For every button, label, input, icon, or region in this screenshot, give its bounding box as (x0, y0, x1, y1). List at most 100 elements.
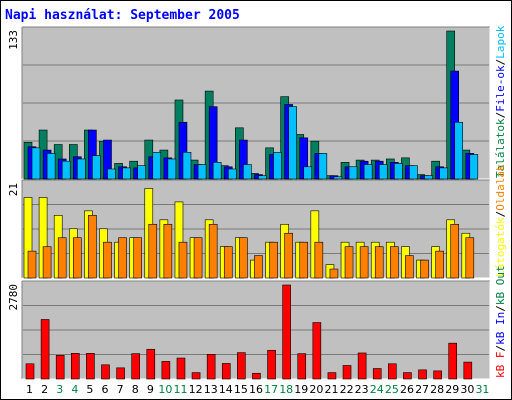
x-tick-label-14: 14 (219, 383, 233, 396)
bar-top-2-day-12 (197, 164, 207, 180)
legend-part: / (494, 305, 507, 312)
x-tick-label-19: 19 (294, 383, 308, 396)
x-tick-label-10: 10 (158, 383, 172, 396)
bar-bottom-0-day-9 (146, 348, 156, 380)
x-tick-label-30: 30 (460, 383, 474, 396)
bar-middle-1-day-4 (72, 237, 82, 279)
y-max-label-bottom: 2780 (7, 284, 20, 311)
bar-bottom-0-day-30 (463, 361, 473, 380)
bar-middle-1-day-30 (465, 237, 475, 279)
x-tick-label-29: 29 (445, 383, 459, 396)
x-tick-label-11: 11 (174, 383, 188, 396)
bar-bottom-0-day-17 (267, 349, 276, 380)
bar-middle-1-day-17 (269, 241, 278, 279)
bar-middle-1-day-3 (57, 237, 67, 279)
x-tick-label-16: 16 (249, 383, 263, 396)
legend-part: kB In (494, 312, 507, 345)
x-tick-label-17: 17 (264, 383, 278, 396)
bar-top-2-day-18 (288, 106, 297, 180)
bar-middle-1-day-18 (284, 232, 293, 279)
bar-top-2-day-6 (107, 168, 116, 180)
x-tick-label-9: 9 (147, 383, 154, 396)
bar-middle-1-day-7 (118, 237, 127, 279)
bar-top-2-day-3 (61, 160, 71, 180)
x-tick-label-20: 20 (309, 383, 323, 396)
bar-bottom-0-day-23 (357, 352, 367, 380)
bar-top-2-day-10 (167, 158, 177, 180)
bar-bottom-0-day-3 (55, 355, 65, 380)
x-tick-label-25: 25 (385, 383, 399, 396)
bar-top-2-day-17 (273, 151, 282, 180)
bar-middle-1-day-24 (374, 246, 384, 279)
bar-top-2-day-27 (424, 175, 433, 180)
bar-top-2-day-11 (182, 151, 192, 180)
bar-top-2-day-1 (31, 147, 41, 180)
bar-bottom-0-day-13 (206, 354, 216, 380)
x-tick-label-22: 22 (340, 383, 354, 396)
bar-top-2-day-29 (454, 121, 464, 180)
bar-middle-1-day-2 (42, 246, 52, 279)
legend-part: kB F (494, 352, 507, 379)
bar-bottom-0-day-1 (25, 363, 35, 380)
bar-bottom-0-day-16 (252, 372, 261, 380)
bar-top-2-day-22 (348, 166, 358, 180)
bar-middle-1-day-23 (359, 246, 369, 279)
bar-middle-1-day-9 (148, 223, 158, 279)
bar-bottom-0-day-21 (327, 372, 337, 380)
x-tick-label-26: 26 (400, 383, 414, 396)
x-tick-label-18: 18 (279, 383, 293, 396)
chart-title: Napi használat: September 2005 (5, 8, 240, 23)
bar-top-2-day-25 (394, 163, 403, 180)
bar-middle-1-day-29 (450, 223, 460, 279)
bar-top-2-day-4 (76, 158, 86, 180)
x-tick-label-15: 15 (234, 383, 248, 396)
bar-bottom-0-day-29 (448, 342, 458, 380)
legend-part: / (494, 211, 507, 218)
bar-top-2-day-20 (318, 153, 328, 180)
bar-bottom-0-day-6 (101, 364, 110, 380)
bar-top-2-day-14 (227, 168, 237, 180)
y-max-label-middle: 21 (7, 183, 20, 196)
x-tick-label-4: 4 (71, 383, 78, 396)
bar-bottom-0-day-2 (40, 319, 50, 380)
bar-middle-1-day-22 (344, 246, 354, 279)
bar-top-2-day-8 (137, 165, 146, 180)
bar-middle-1-day-26 (405, 255, 414, 279)
bar-bottom-0-day-18 (282, 284, 291, 380)
bar-bottom-0-day-28 (433, 370, 442, 380)
bar-middle-1-day-10 (163, 223, 173, 279)
bar-middle-1-day-27 (420, 259, 429, 279)
bar-middle-1-day-5 (88, 215, 97, 279)
bar-middle-1-day-25 (390, 246, 399, 279)
bar-top-2-day-28 (439, 167, 448, 180)
x-tick-label-31: 31 (475, 383, 489, 396)
bar-bottom-0-day-7 (116, 367, 125, 380)
legend-part: / (494, 345, 507, 352)
bar-top-2-day-2 (46, 153, 56, 180)
side-legend-top: Találatok/File-ok/Lapok (494, 25, 507, 178)
x-tick-label-1: 1 (26, 383, 33, 396)
bar-middle-1-day-12 (193, 237, 203, 279)
x-tick-label-23: 23 (355, 383, 369, 396)
bar-bottom-0-day-15 (237, 352, 246, 380)
legend-part: Oldalak (494, 164, 507, 211)
x-tick-label-3: 3 (56, 383, 63, 396)
side-legend-middle: Látogatók/Oldalak (494, 164, 507, 277)
bar-bottom-0-day-8 (131, 353, 140, 380)
legend-part: Találatok (494, 118, 507, 178)
bar-top-2-day-16 (258, 175, 267, 180)
x-tick-label-8: 8 (132, 383, 139, 396)
legend-part: Látogatók (494, 217, 507, 277)
bar-middle-1-day-15 (239, 237, 248, 279)
bar-top-2-day-30 (469, 154, 479, 180)
bar-top-2-day-15 (243, 164, 252, 180)
x-tick-label-24: 24 (370, 383, 384, 396)
bar-bottom-0-day-19 (297, 353, 307, 380)
bar-bottom-0-day-11 (176, 357, 186, 380)
bar-bottom-0-day-27 (418, 369, 427, 380)
bar-top-2-day-7 (122, 167, 131, 180)
bar-top-2-day-24 (378, 164, 388, 180)
bar-bottom-0-day-24 (372, 368, 382, 380)
legend-part: / (494, 59, 507, 66)
bar-top-2-day-21 (333, 176, 343, 180)
